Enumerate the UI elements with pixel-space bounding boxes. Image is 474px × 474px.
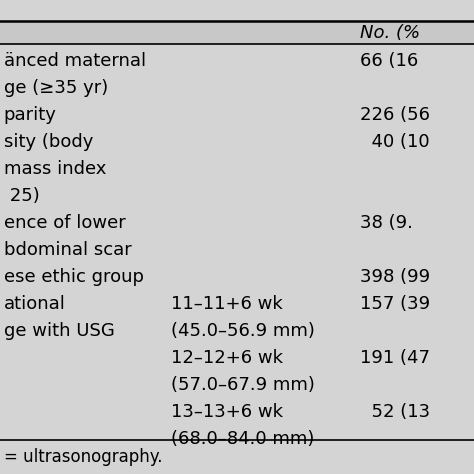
Text: 12–12+6 wk: 12–12+6 wk: [171, 349, 283, 367]
Text: 52 (13: 52 (13: [360, 403, 430, 421]
Text: 398 (99: 398 (99: [360, 268, 430, 286]
Text: (57.0–67.9 mm): (57.0–67.9 mm): [171, 376, 315, 394]
Text: mass index: mass index: [4, 160, 106, 178]
Text: 11–11+6 wk: 11–11+6 wk: [171, 295, 283, 313]
Text: 226 (56: 226 (56: [360, 106, 430, 124]
Text: (68.0–84.0 mm): (68.0–84.0 mm): [171, 430, 314, 448]
Text: 157 (39: 157 (39: [360, 295, 430, 313]
Text: sity (body: sity (body: [4, 133, 93, 151]
Text: = ultrasonography.: = ultrasonography.: [4, 448, 162, 466]
Text: 40 (10: 40 (10: [360, 133, 430, 151]
Text: 13–13+6 wk: 13–13+6 wk: [171, 403, 283, 421]
Text: ge (≥35 yr): ge (≥35 yr): [4, 79, 108, 97]
Bar: [0, 21, 474, 44]
Text: 25): 25): [4, 187, 39, 205]
Text: ence of lower: ence of lower: [4, 214, 126, 232]
Text: 191 (47: 191 (47: [360, 349, 430, 367]
Text: bdominal scar: bdominal scar: [4, 241, 132, 259]
Text: parity: parity: [4, 106, 57, 124]
Text: änced maternal: änced maternal: [4, 52, 146, 70]
Text: ational: ational: [4, 295, 66, 313]
Text: (45.0–56.9 mm): (45.0–56.9 mm): [171, 322, 315, 340]
Text: 66 (16: 66 (16: [360, 52, 419, 70]
Text: ese ethic group: ese ethic group: [4, 268, 144, 286]
Text: No. (%: No. (%: [360, 24, 420, 42]
Text: ge with USG: ge with USG: [4, 322, 115, 340]
Text: 38 (9.: 38 (9.: [360, 214, 413, 232]
